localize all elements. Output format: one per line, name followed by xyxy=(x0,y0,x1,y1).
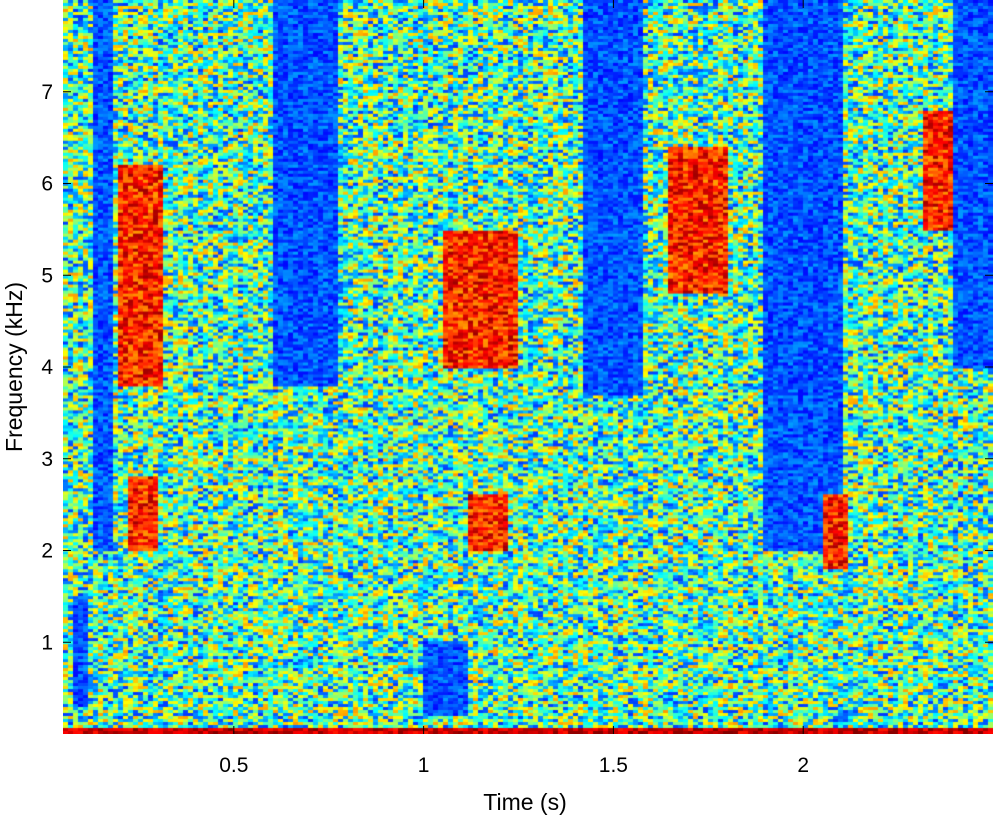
spectrogram-heatmap xyxy=(63,0,993,734)
x-axis-label: Time (s) xyxy=(483,789,566,815)
y-tick-label: 4 xyxy=(41,356,53,379)
y-tick-label: 5 xyxy=(41,264,53,287)
y-axis-label: Frequency (kHz) xyxy=(1,282,27,452)
y-tick-label: 7 xyxy=(41,81,53,104)
x-tick-label: 2 xyxy=(797,754,809,777)
y-tick-label: 1 xyxy=(41,631,53,654)
y-tick-label: 2 xyxy=(41,540,53,563)
x-tick-label: 0.5 xyxy=(219,754,248,777)
y-tick-label: 3 xyxy=(41,448,53,471)
y-tick-label: 6 xyxy=(41,173,53,196)
ticks-layer xyxy=(63,0,993,734)
x-tick-label: 1 xyxy=(418,754,430,777)
tick-labels-layer: 0.5 1 1.5 2 1 2 3 4 5 6 7 xyxy=(41,81,809,777)
x-tick-label: 1.5 xyxy=(599,754,628,777)
